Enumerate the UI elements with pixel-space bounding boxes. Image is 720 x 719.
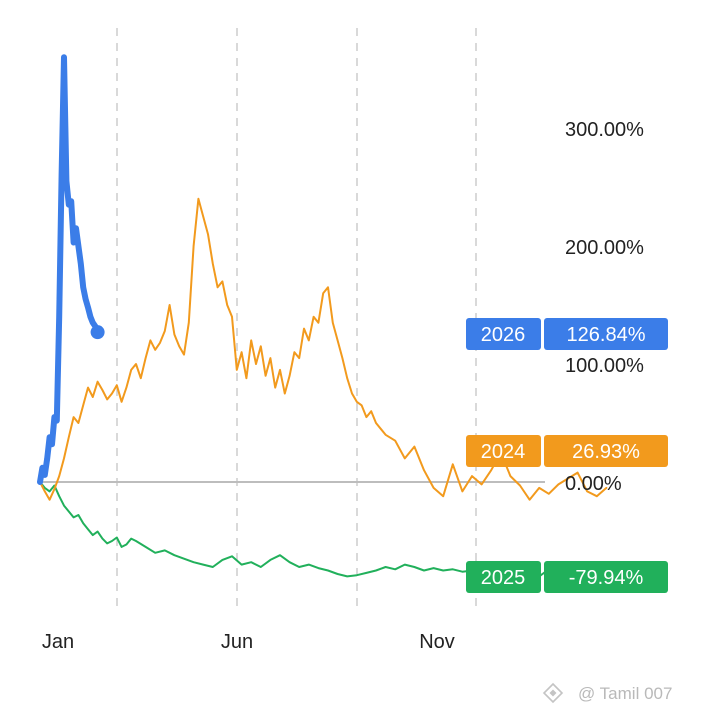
series-badge-name-box — [466, 561, 541, 593]
y-tick-label: 200.00% — [565, 237, 644, 259]
series-badge-value: 26.93% — [572, 441, 640, 463]
series-badge-value-box — [544, 561, 668, 593]
series-line-2026 — [37, 54, 101, 485]
series-badge-value-box — [544, 318, 668, 350]
x-tick-label: Jan — [42, 631, 74, 653]
x-tick-labels: Jan Jun Nov — [42, 631, 455, 653]
series-badge-value-box — [544, 435, 668, 467]
series-badges: 2026 126.84% 2024 26.93% 2025 -79.94% — [466, 318, 668, 593]
y-tick-label: 100.00% — [565, 355, 644, 377]
watermark-text: @ Tamil 007 — [578, 684, 672, 703]
y-tick-label: 0.00% — [565, 473, 622, 495]
watermark: @ Tamil 007 — [542, 682, 672, 704]
binance-logo-icon — [542, 682, 564, 704]
series-badge-name: 2024 — [481, 441, 526, 463]
x-tick-label: Nov — [419, 631, 455, 653]
y-tick-label: 300.00% — [565, 119, 644, 141]
series-badge-name-box — [466, 318, 541, 350]
y-tick-labels: 300.00% 200.00% 100.00% 0.00% — [565, 119, 644, 495]
series-badge-2025: 2025 -79.94% — [466, 561, 668, 593]
gridlines — [116, 28, 477, 612]
series-badge-2024: 2024 26.93% — [466, 435, 668, 467]
series-endpoint-2026 — [90, 325, 105, 340]
series-badge-value: 126.84% — [567, 324, 646, 346]
series-badge-name: 2025 — [481, 567, 526, 589]
series-badge-name: 2026 — [481, 324, 526, 346]
series-badge-2026: 2026 126.84% — [466, 318, 668, 350]
series-badge-name-box — [466, 435, 541, 467]
series-badge-value: -79.94% — [569, 567, 644, 589]
series-line-2024 — [39, 197, 608, 501]
x-tick-label: Jun — [221, 631, 253, 653]
